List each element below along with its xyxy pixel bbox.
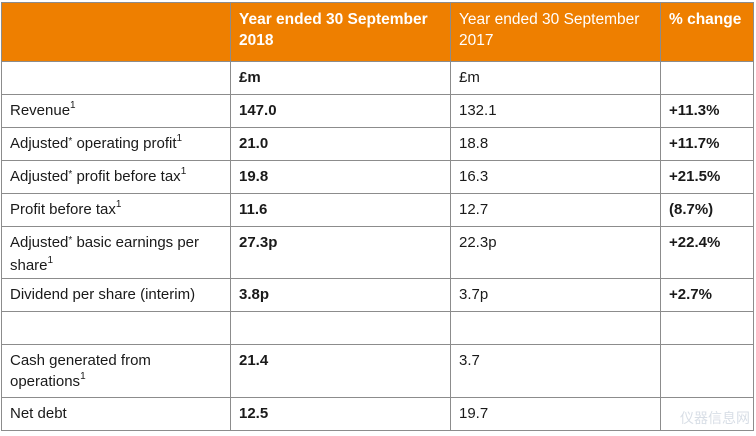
value-2017: 12.7 <box>450 193 661 227</box>
value-change: (8.7%) <box>660 193 754 227</box>
value-2018: 27.3p <box>230 226 451 279</box>
units-row: £m £m <box>1 61 754 95</box>
units-change <box>660 61 754 95</box>
value-2017: 132.1 <box>450 94 661 128</box>
header-change: % change <box>660 2 754 62</box>
value-2018: 3.8p <box>230 278 451 312</box>
value-2017 <box>450 311 661 345</box>
value-2017: 19.7 <box>450 397 661 431</box>
row-label <box>1 311 231 345</box>
value-change <box>660 311 754 345</box>
table-row: Dividend per share (interim) 3.8p 3.7p +… <box>1 278 754 312</box>
table-row: Revenue1 147.0 132.1 +11.3% <box>1 94 754 128</box>
table-row: Profit before tax1 11.6 12.7 (8.7%) <box>1 193 754 227</box>
table-row: Adjusted* operating profit1 21.0 18.8 +1… <box>1 127 754 161</box>
value-2018: 21.0 <box>230 127 451 161</box>
value-change <box>660 344 754 398</box>
row-label: Net debt <box>1 397 231 431</box>
value-change: +2.7% <box>660 278 754 312</box>
value-2017: 16.3 <box>450 160 661 194</box>
row-label: Cash generated from operations1 <box>1 344 231 398</box>
units-2017: £m <box>450 61 661 95</box>
units-2018: £m <box>230 61 451 95</box>
value-2018: 21.4 <box>230 344 451 398</box>
value-2017: 18.8 <box>450 127 661 161</box>
table-row: Adjusted* basic earnings per share1 27.3… <box>1 226 754 279</box>
row-label: Revenue1 <box>1 94 231 128</box>
row-label: Adjusted* operating profit1 <box>1 127 231 161</box>
value-2018: 147.0 <box>230 94 451 128</box>
table-row: Net debt 12.5 19.7 <box>1 397 754 431</box>
units-empty <box>1 61 231 95</box>
table-row: Cash generated from operations1 21.4 3.7 <box>1 344 754 398</box>
value-2018: 11.6 <box>230 193 451 227</box>
table-row: Adjusted* profit before tax1 19.8 16.3 +… <box>1 160 754 194</box>
watermark-logo: 仪器信息网 <box>680 410 750 426</box>
value-2018: 12.5 <box>230 397 451 431</box>
value-change: +11.3% <box>660 94 754 128</box>
value-2017: 3.7p <box>450 278 661 312</box>
value-2018: 19.8 <box>230 160 451 194</box>
header-2018: Year ended 30 September 2018 <box>230 2 451 62</box>
row-label: Profit before tax1 <box>1 193 231 227</box>
value-change <box>660 397 754 431</box>
row-label: Adjusted* basic earnings per share1 <box>1 226 231 279</box>
spacer-row <box>1 311 754 345</box>
row-label: Dividend per share (interim) <box>1 278 231 312</box>
value-change: +22.4% <box>660 226 754 279</box>
header-label-cell <box>1 2 231 62</box>
value-2018 <box>230 311 451 345</box>
value-2017: 3.7 <box>450 344 661 398</box>
value-change: +21.5% <box>660 160 754 194</box>
header-2017: Year ended 30 September 2017 <box>450 2 661 62</box>
value-change: +11.7% <box>660 127 754 161</box>
row-label: Adjusted* profit before tax1 <box>1 160 231 194</box>
value-2017: 22.3p <box>450 226 661 279</box>
header-row: Year ended 30 September 2018 Year ended … <box>1 2 754 62</box>
